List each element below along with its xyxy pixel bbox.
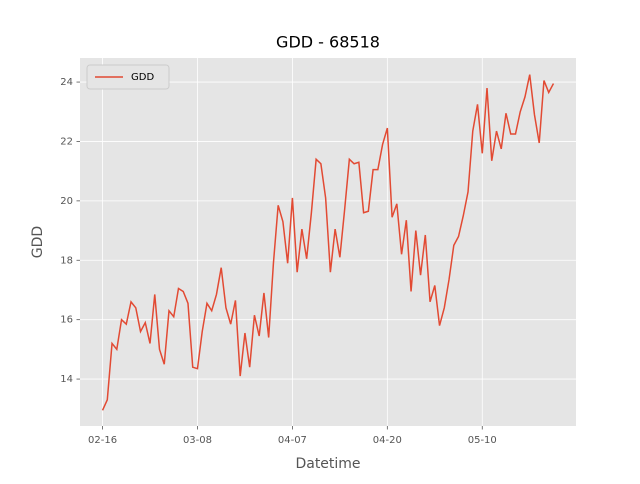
chart-title: GDD - 68518 [276, 33, 380, 52]
y-tick-label: 18 [60, 255, 73, 266]
x-axis-label: Datetime [295, 456, 360, 472]
x-tick-label: 02-16 [88, 435, 117, 446]
y-tick-label: 16 [60, 315, 73, 326]
x-tick-label: 04-20 [373, 435, 402, 446]
x-tick-label: 04-07 [278, 435, 307, 446]
x-tick-label: 05-10 [468, 435, 497, 446]
y-tick-label: 22 [60, 136, 73, 147]
y-tick-label: 24 [60, 77, 73, 88]
legend-label: GDD [131, 72, 154, 83]
legend-box [86, 64, 170, 90]
line-series [101, 74, 555, 411]
y-tick-label: 14 [60, 374, 73, 385]
x-tick-label: 03-08 [183, 435, 212, 446]
y-tick-label: 20 [60, 196, 73, 207]
y-axis-label: GDD [30, 226, 46, 258]
